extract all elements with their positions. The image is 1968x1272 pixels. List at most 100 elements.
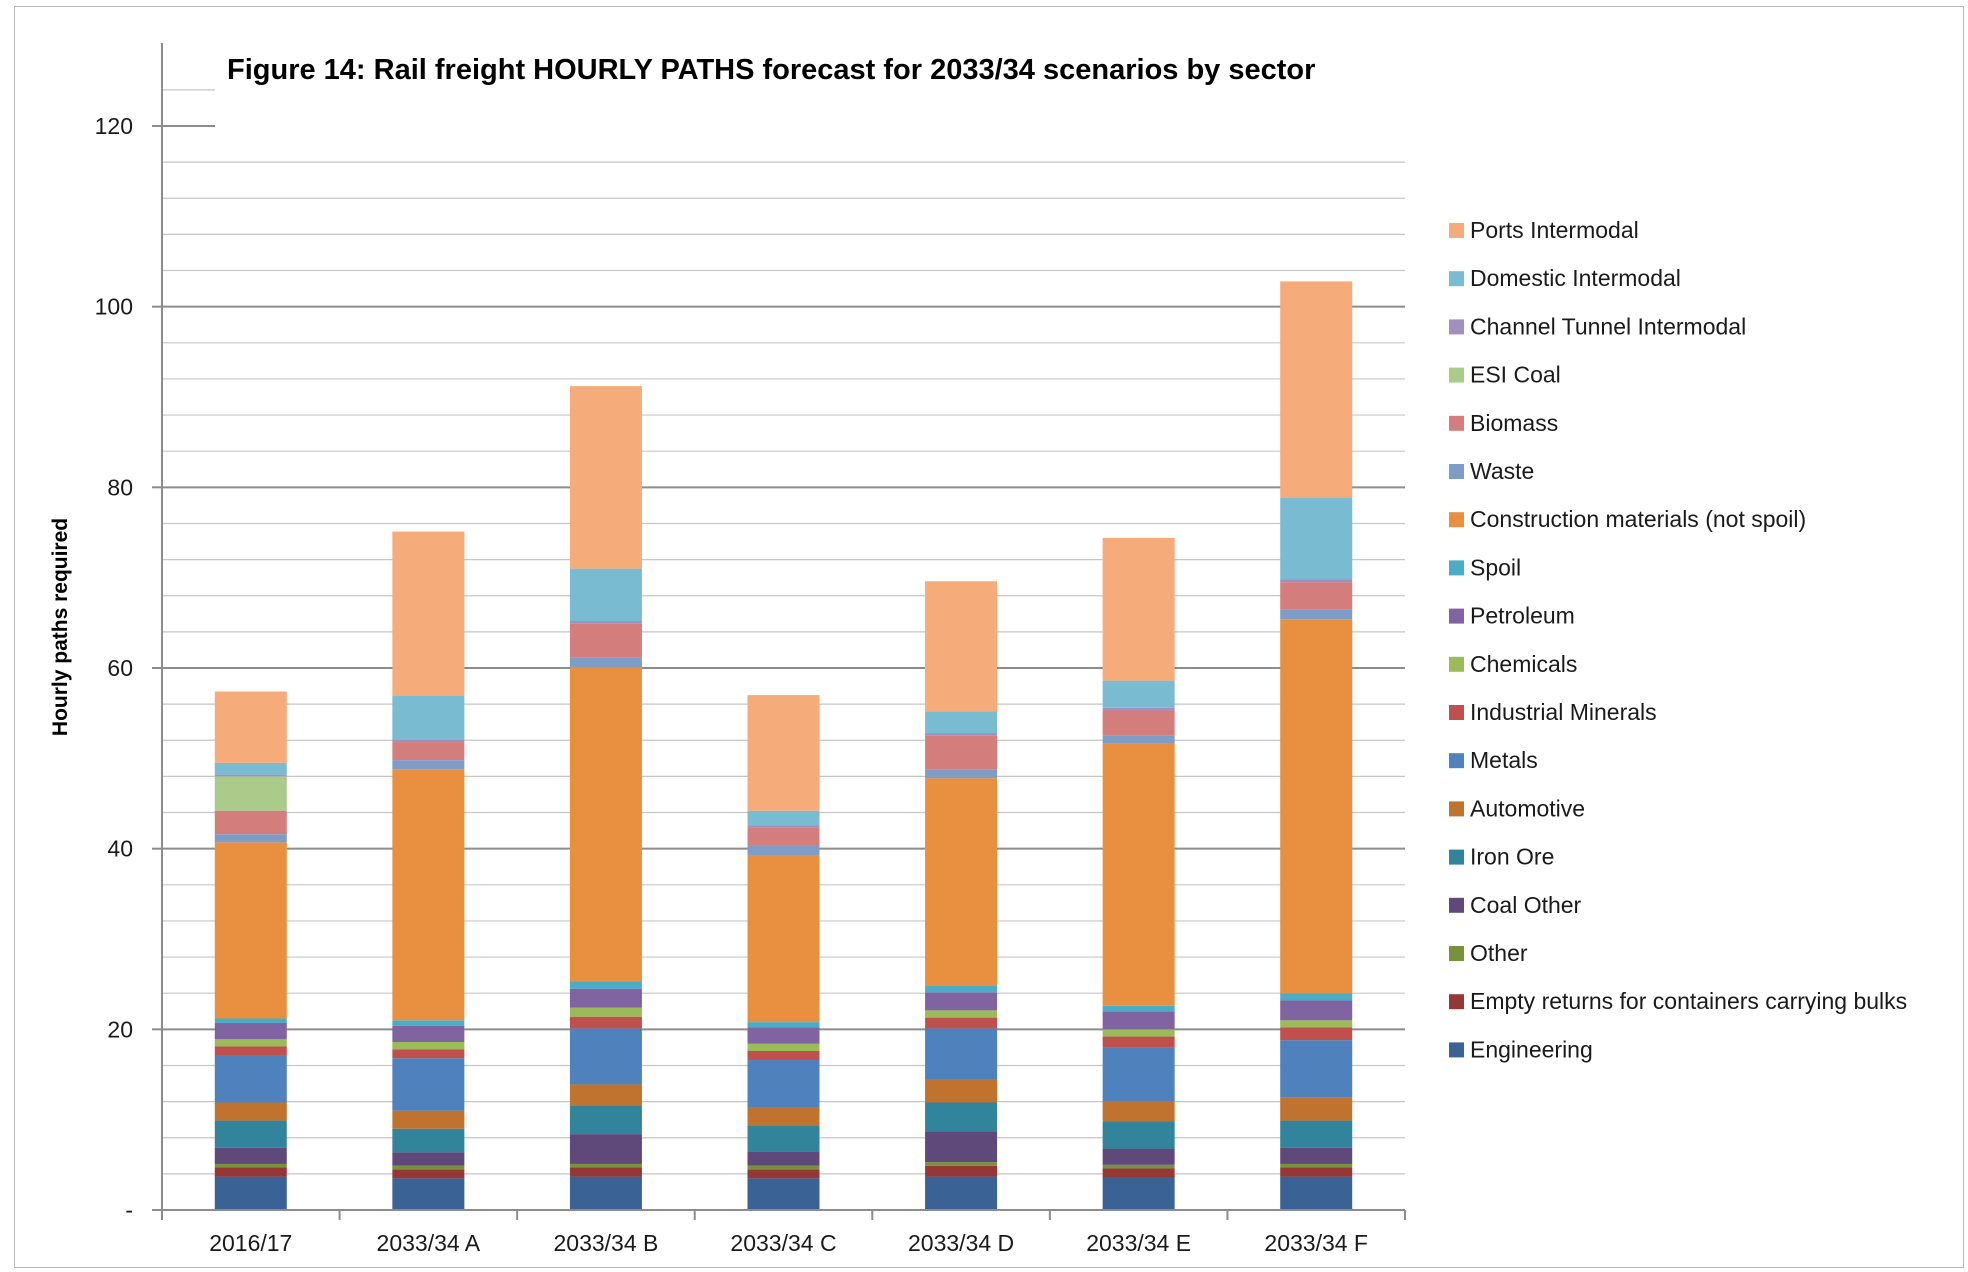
bar-segment [569, 1167, 642, 1177]
bar-segment [747, 1125, 820, 1152]
bar-segment [569, 667, 642, 982]
chart-title: Figure 14: Rail freight HOURLY PATHS for… [227, 54, 1315, 86]
legend-label: Engineering [1470, 1036, 1593, 1062]
bar-segment [925, 1102, 998, 1132]
x-tick-label: 2033/34 D [908, 1230, 1014, 1256]
legend-label: Spoil [1470, 554, 1521, 580]
legend-label: Domestic Intermodal [1470, 265, 1681, 291]
bar-segment [1280, 1027, 1353, 1041]
bar-segment [392, 742, 465, 761]
bar-segment [392, 1165, 465, 1170]
bar-segment [747, 854, 820, 1023]
bar-segment [1280, 1040, 1353, 1098]
legend-label: Ports Intermodal [1470, 217, 1639, 243]
bar-segment [392, 1058, 465, 1111]
bar-segment [1102, 1029, 1175, 1037]
bar-segment [569, 657, 642, 668]
bar-segment [747, 1022, 820, 1028]
bar-segment [1102, 707, 1175, 711]
y-tick-label: 80 [107, 474, 133, 500]
bar-segment [747, 810, 820, 826]
bar-segment [392, 1041, 465, 1050]
bar-segment [747, 1107, 820, 1126]
bar-segment [1280, 1147, 1353, 1164]
bar-segment [1102, 680, 1175, 708]
bar-segment [747, 845, 820, 855]
bar-segment [214, 810, 287, 835]
legend-label: ESI Coal [1470, 362, 1561, 388]
bar-segment [1280, 281, 1353, 498]
bar-segment [214, 834, 287, 843]
legend-swatch [1449, 560, 1464, 576]
legend: Ports Intermodal Domestic Intermodal Chann… [1449, 217, 1907, 1062]
y-tick-label: 40 [107, 836, 133, 862]
bar-segment [747, 1060, 820, 1108]
bar-segment [1102, 743, 1175, 1006]
bar-segment [925, 1131, 998, 1163]
bar-segment [569, 1105, 642, 1135]
bar-segment [214, 1147, 287, 1164]
bar-segment [925, 1176, 998, 1210]
bar-segment [569, 568, 642, 622]
bar-segment [1280, 1163, 1353, 1168]
bar-segment [747, 1043, 820, 1052]
chart: Figure 14: Rail freight HOURLY PATHS for… [49, 43, 1907, 1256]
legend-swatch [1449, 705, 1464, 720]
bar-segment [747, 827, 820, 846]
bar-segment [1280, 1000, 1353, 1021]
bar-segment [214, 774, 287, 777]
x-tick-label: 2033/34 B [553, 1230, 658, 1256]
x-tick-label: 2033/34 F [1264, 1230, 1368, 1256]
bar-segment [1280, 1020, 1353, 1028]
bar-segment [1102, 1005, 1175, 1012]
legend-label: Automotive [1470, 795, 1585, 821]
bar-segment [925, 778, 998, 986]
bar-segment [392, 696, 465, 740]
bar-segment [1102, 1011, 1175, 1030]
bar-segment [214, 1167, 287, 1177]
bar-segment [747, 1165, 820, 1170]
bar-segment [392, 1020, 465, 1026]
bar-segment [569, 1163, 642, 1168]
bar-segment [1280, 497, 1353, 580]
bar-segment [1102, 1047, 1175, 1102]
legend-swatch [1449, 608, 1464, 624]
bar-segment [925, 711, 998, 734]
legend-label: Other [1470, 940, 1528, 966]
bar-segment [747, 1178, 820, 1210]
bar-segment [569, 623, 642, 658]
bar-segment [569, 981, 642, 989]
bar-segment [925, 985, 998, 993]
bar-segment [925, 1079, 998, 1103]
bar-segment [1102, 1148, 1175, 1165]
bar-segment [925, 733, 998, 736]
legend-swatch [1449, 319, 1464, 335]
bar-segment [392, 1169, 465, 1179]
bar-segment [214, 1039, 287, 1047]
bar-segment [925, 1165, 998, 1177]
bar-segment [214, 1018, 287, 1024]
bar-segment [1102, 1101, 1175, 1122]
bar-segment [214, 842, 287, 1019]
bar-segment [1102, 537, 1175, 681]
bar-segment [1102, 1168, 1175, 1178]
legend-label: Empty returns for containers carrying bu… [1470, 988, 1907, 1014]
y-tick-label: 20 [107, 1016, 133, 1042]
bar-segment [925, 581, 998, 712]
legend-label: Coal Other [1470, 892, 1582, 918]
legend-label: Channel Tunnel Intermodal [1470, 313, 1746, 339]
bar-segment [392, 760, 465, 770]
legend-label: Waste [1470, 458, 1534, 484]
legend-label: Chemicals [1470, 651, 1577, 677]
legend-swatch [1449, 897, 1464, 913]
x-tick-label: 2033/34 E [1086, 1230, 1191, 1256]
bar-segment [392, 1110, 465, 1129]
legend-swatch [1449, 367, 1464, 383]
bar-segment [569, 621, 642, 624]
bar-segment [747, 695, 820, 811]
bar-segment [925, 1028, 998, 1080]
bar-segment [214, 1055, 287, 1103]
legend-swatch [1449, 994, 1464, 1010]
bar-segment [925, 992, 998, 1011]
bar-segment [569, 1007, 642, 1017]
